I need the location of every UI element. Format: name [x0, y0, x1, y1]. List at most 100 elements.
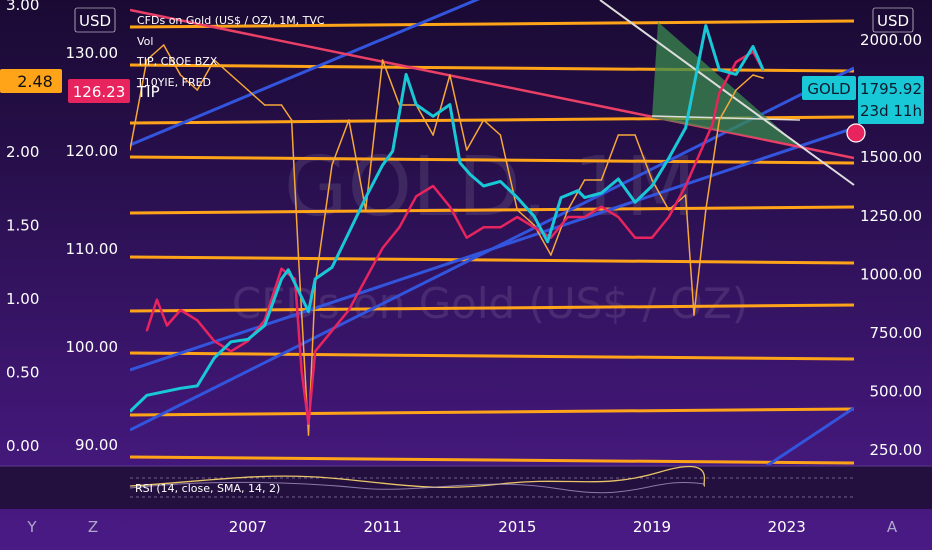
data-point-t10yie [230, 74, 232, 76]
data-point-t10yie [130, 149, 131, 151]
channel-upper-line[interactable] [130, 0, 500, 147]
data-point-tip [213, 340, 215, 342]
rsi-signal-line [129, 481, 706, 494]
series-line-t10yie[interactable] [130, 44, 764, 436]
data-point-gold [247, 338, 249, 341]
rsi-label: RSI (14, close, SMA, 14, 2) [135, 482, 280, 495]
data-point-gold [307, 310, 310, 313]
data-point-tip [364, 278, 367, 280]
data-point-tip [348, 309, 350, 311]
x-tick-label: 2015 [498, 518, 536, 536]
time-axis[interactable]: 2007 2011 2015 2019 2023 [229, 518, 806, 536]
data-point-gold [600, 192, 603, 194]
horizontal-lines[interactable] [130, 19, 854, 465]
watermark-symbol: GOLD, 1M [284, 140, 696, 235]
tip-badge[interactable] [68, 79, 130, 103]
horizontal-line[interactable] [130, 255, 854, 265]
horizontal-line[interactable] [130, 351, 854, 361]
right-currency-box[interactable] [872, 7, 914, 33]
data-point-t10yie [718, 119, 721, 121]
data-point-t10yie [348, 119, 350, 121]
x-tick-label: 2019 [633, 518, 671, 536]
data-point-tip [179, 309, 182, 311]
wedge-base-line[interactable] [651, 115, 801, 121]
data-point-gold [280, 278, 283, 280]
data-point-gold [331, 266, 333, 269]
data-point-tip [499, 226, 502, 229]
y-scale-icon[interactable]: Y [26, 518, 37, 536]
left-currency-box[interactable] [74, 7, 116, 33]
series-line-gold[interactable] [130, 24, 765, 413]
tick-label: 500.00 [870, 383, 923, 401]
horizontal-line[interactable] [130, 19, 854, 29]
x-tick-label: 2007 [229, 518, 267, 536]
t10yie-badge[interactable] [0, 69, 62, 93]
descending-white-line[interactable] [599, 0, 855, 186]
data-point-tip [651, 236, 653, 239]
horizontal-line[interactable] [130, 63, 854, 73]
data-point-tip [381, 247, 384, 249]
z-scale-icon[interactable]: Z [88, 518, 98, 536]
data-point-tip [398, 226, 401, 229]
legend-item-t10yie: T10YIE, FRED [136, 76, 211, 89]
data-point-gold [469, 173, 471, 176]
horizontal-line[interactable] [130, 407, 854, 417]
left-inner-axis[interactable]: 130.00 120.00 110.00 100.00 90.00 [66, 44, 119, 454]
tick-label: 250.00 [870, 441, 923, 459]
data-point-tip [331, 329, 333, 332]
data-point-t10yie [213, 59, 215, 61]
watermark-description: CFDs on Gold (US$ / OZ) [232, 279, 748, 328]
alert-marker[interactable] [846, 123, 866, 143]
auto-scale-icon[interactable]: A [887, 518, 898, 536]
data-point-tip [314, 350, 317, 353]
data-point-tip [600, 205, 603, 208]
legend-item-vol: Vol [137, 35, 153, 48]
data-point-tip [415, 195, 418, 198]
data-point-gold [391, 150, 394, 152]
data-point-t10yie [290, 119, 293, 121]
data-point-t10yie [179, 74, 182, 76]
tick-label: 1500.00 [860, 148, 922, 166]
x-tick-label: 2023 [768, 518, 806, 536]
red-trend-line[interactable] [130, 8, 854, 160]
horizontal-line[interactable] [130, 455, 854, 465]
data-point-tip [300, 371, 303, 373]
gold-label-badge[interactable] [802, 76, 856, 100]
rsi-panel[interactable] [0, 466, 932, 509]
data-point-gold [705, 24, 707, 27]
data-point-tip [196, 319, 199, 322]
horizontal-line[interactable] [130, 205, 854, 215]
data-point-gold [364, 196, 367, 199]
data-point-gold [230, 341, 232, 343]
data-point-t10yie [307, 434, 310, 436]
channel-middle-line[interactable] [130, 126, 854, 372]
data-point-t10yie [263, 104, 266, 106]
gold-label-text: GOLD [807, 80, 850, 98]
tick-label: 120.00 [66, 142, 119, 160]
series-line-tip[interactable] [145, 50, 765, 425]
data-point-tip [449, 205, 451, 208]
x-tick-label: 2011 [364, 518, 402, 536]
data-point-gold [449, 103, 451, 106]
gold-value-badge[interactable] [858, 76, 924, 124]
tick-label: 2000.00 [860, 31, 922, 49]
data-point-gold [718, 69, 721, 71]
rsi-line [129, 465, 706, 489]
data-point-tip [280, 267, 283, 270]
horizontal-line[interactable] [130, 155, 854, 165]
horizontal-line[interactable] [130, 303, 854, 313]
data-point-gold [634, 201, 636, 204]
gold-badge-value: 1795.92 [860, 80, 922, 98]
left-currency-label: USD [79, 12, 111, 30]
data-point-tip [166, 324, 168, 327]
data-point-tip [533, 226, 535, 229]
channel-bottom-line[interactable] [640, 406, 854, 550]
left-outer-axis[interactable]: 3.002.502.001.501.000.500.00 [6, 0, 39, 455]
data-point-t10yie [705, 209, 707, 211]
tick-label: 1000.00 [860, 265, 922, 283]
data-point-t10yie [752, 74, 754, 76]
tick-label: 100.00 [66, 338, 119, 356]
data-point-gold [405, 73, 407, 76]
data-point-t10yie [449, 74, 451, 76]
